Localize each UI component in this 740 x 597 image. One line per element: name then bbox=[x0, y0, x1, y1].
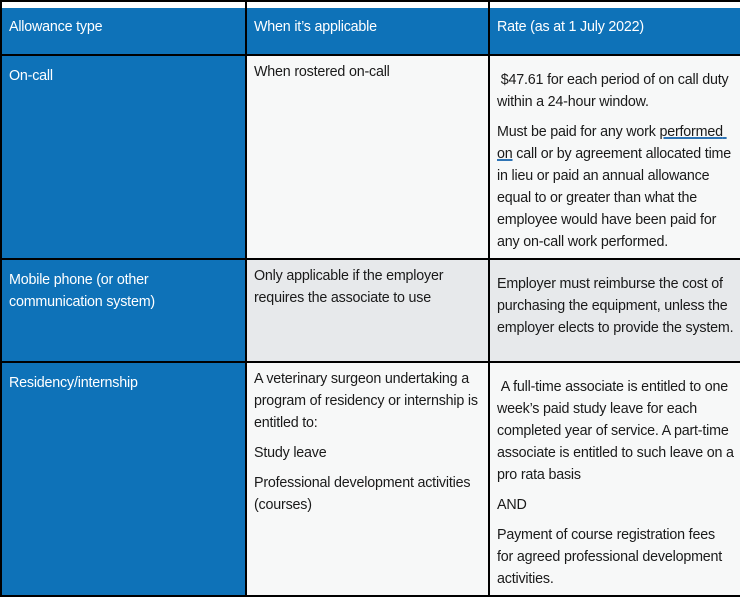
cell-rate: A full-time associate is entitled to one… bbox=[488, 361, 740, 597]
text-segment: Must be paid for any work bbox=[497, 124, 660, 140]
header-row: Allowance type When it’s applicable Rate… bbox=[0, 8, 740, 56]
column-header-allowance-type: Allowance type bbox=[0, 8, 247, 56]
spacer-row bbox=[0, 0, 740, 8]
column-header-rate: Rate (as at 1 July 2022) bbox=[488, 8, 740, 56]
table-row-on-call: On-call When rostered on-call $47.61 for… bbox=[0, 54, 740, 260]
cell-allowance-type: Mobile phone (or other communication sys… bbox=[0, 258, 247, 363]
cell-allowance-type: On-call bbox=[0, 54, 247, 260]
table-row-residency-internship: Residency/internship A veterinary surgeo… bbox=[0, 361, 740, 597]
paragraph: Study leave bbox=[254, 445, 327, 461]
cell-when-applicable: Only applicable if the employer requires… bbox=[245, 258, 490, 363]
spacer-cell bbox=[245, 0, 490, 8]
allowance-type-label: On-call bbox=[9, 68, 53, 84]
paragraph: Must be paid for any work performed on c… bbox=[497, 121, 734, 253]
cell-rate: Employer must reimburse the cost of purc… bbox=[488, 258, 740, 363]
allowance-type-label: Mobile phone (or other communication sys… bbox=[9, 272, 155, 310]
allowance-type-label: Residency/internship bbox=[9, 375, 138, 391]
cell-when-applicable: A veterinary surgeon undertaking a progr… bbox=[245, 361, 490, 597]
paragraph: A veterinary surgeon undertaking a progr… bbox=[254, 371, 482, 431]
spacer-cell bbox=[488, 0, 740, 8]
cell-allowance-type: Residency/internship bbox=[0, 361, 247, 597]
column-header-when-applicable: When it’s applicable bbox=[245, 8, 490, 56]
cell-rate: $47.61 for each period of on call duty w… bbox=[488, 54, 740, 260]
paragraph: AND bbox=[497, 497, 527, 513]
paragraph: When rostered on-call bbox=[254, 64, 390, 80]
spacer-cell bbox=[0, 0, 247, 8]
underlined-text: performed on bbox=[497, 124, 727, 162]
paragraph: A full-time associate is entitled to one… bbox=[497, 379, 738, 483]
paragraph: Professional development activities (cou… bbox=[254, 475, 475, 513]
cell-when-applicable: When rostered on-call bbox=[245, 54, 490, 260]
paragraph: $47.61 for each period of on call duty w… bbox=[497, 72, 733, 110]
paragraph: Only applicable if the employer requires… bbox=[254, 268, 448, 306]
table-row-mobile-phone: Mobile phone (or other communication sys… bbox=[0, 258, 740, 363]
paragraph: Employer must reimburse the cost of purc… bbox=[497, 276, 734, 336]
text-segment: call or by agreement allocated time in l… bbox=[497, 146, 735, 250]
paragraph: Payment of course registration fees for … bbox=[497, 527, 726, 587]
